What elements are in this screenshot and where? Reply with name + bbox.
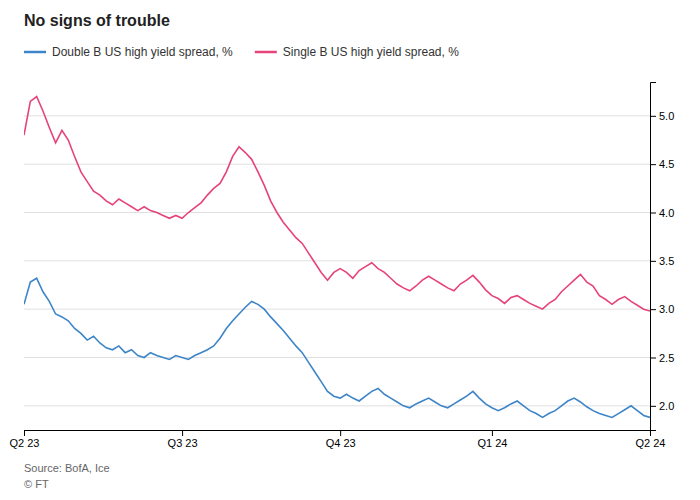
legend-label: Single B US high yield spread, % [283, 45, 459, 59]
legend-item: Double B US high yield spread, % [24, 45, 233, 59]
legend-item: Single B US high yield spread, % [255, 45, 459, 59]
x-tick-label: Q3 23 [168, 437, 198, 449]
y-tick-mark [650, 261, 656, 262]
y-tick-label: 2.0 [659, 400, 674, 412]
y-tick-mark [650, 116, 656, 117]
grid-line [24, 115, 650, 116]
x-tick-mark [182, 430, 183, 436]
annotation: Source: BofA, Ice [24, 462, 110, 474]
y-tick-label: 4.0 [659, 207, 674, 219]
y-tick: 2.5 [650, 352, 674, 364]
grid [24, 116, 650, 406]
legend-label: Double B US high yield spread, % [52, 45, 233, 59]
x-tick: Q4 23 [326, 430, 356, 449]
grid-line [24, 260, 650, 261]
y-tick-label: 4.5 [659, 158, 674, 170]
x-tick-label: Q2 23 [10, 437, 40, 449]
y-tick-mark [650, 309, 656, 310]
y-tick-mark [650, 358, 656, 359]
annotation: © FT [24, 478, 49, 490]
x-tick: Q2 24 [636, 430, 666, 449]
x-tick-mark [24, 430, 25, 436]
y-axis-line [651, 83, 657, 431]
y-tick-mark [650, 164, 656, 165]
x-tick-mark [492, 430, 493, 436]
y-tick: 3.0 [650, 303, 674, 315]
x-axis: Q2 23 Q3 23 Q4 23 Q1 24 Q2 24 [10, 430, 666, 449]
grid-line [24, 212, 650, 213]
y-tick: 4.5 [650, 158, 674, 170]
x-tick-label: Q1 24 [477, 437, 507, 449]
x-tick: Q3 23 [168, 430, 198, 449]
x-tick-mark [340, 430, 341, 436]
legend: Double B US high yield spread, % Single B… [24, 45, 459, 59]
y-tick: 3.5 [650, 255, 674, 267]
y-tick: 4.0 [650, 207, 674, 219]
y-tick-label: 3.5 [659, 255, 674, 267]
series-line [24, 97, 650, 312]
y-tick-label: 2.5 [659, 352, 674, 364]
grid-line [24, 309, 650, 310]
x-tick: Q1 24 [477, 430, 507, 449]
x-axis-line [25, 431, 651, 437]
chart-container: No signs of troubleQ2 23Q3 23Q4 23Q1 24Q… [0, 0, 700, 500]
grid-line [24, 357, 650, 358]
y-tick-label: 5.0 [659, 110, 674, 122]
plot-area: Q2 23 Q3 23 Q4 23 Q1 24 Q2 24 2.0 2.5 3.0 3.5 4.0… [10, 83, 675, 449]
y-tick: 2.0 [650, 400, 674, 412]
y-tick-mark [650, 406, 656, 407]
y-tick-label: 3.0 [659, 303, 674, 315]
x-tick: Q2 23 [10, 430, 40, 449]
x-tick-label: Q2 24 [636, 437, 666, 449]
legend-swatch [255, 51, 277, 54]
x-tick-label: Q4 23 [326, 437, 356, 449]
legend-swatch [24, 51, 46, 54]
chart-svg: No signs of troubleQ2 23Q3 23Q4 23Q1 24Q… [0, 0, 700, 500]
grid-line [24, 164, 650, 165]
grid-line [24, 405, 650, 406]
chart-title: No signs of trouble [24, 12, 170, 29]
y-axis: 2.0 2.5 3.0 3.5 4.0 4.5 5.0 [650, 83, 674, 431]
y-tick-mark [650, 213, 656, 214]
marks [24, 97, 650, 418]
y-tick: 5.0 [650, 110, 674, 122]
